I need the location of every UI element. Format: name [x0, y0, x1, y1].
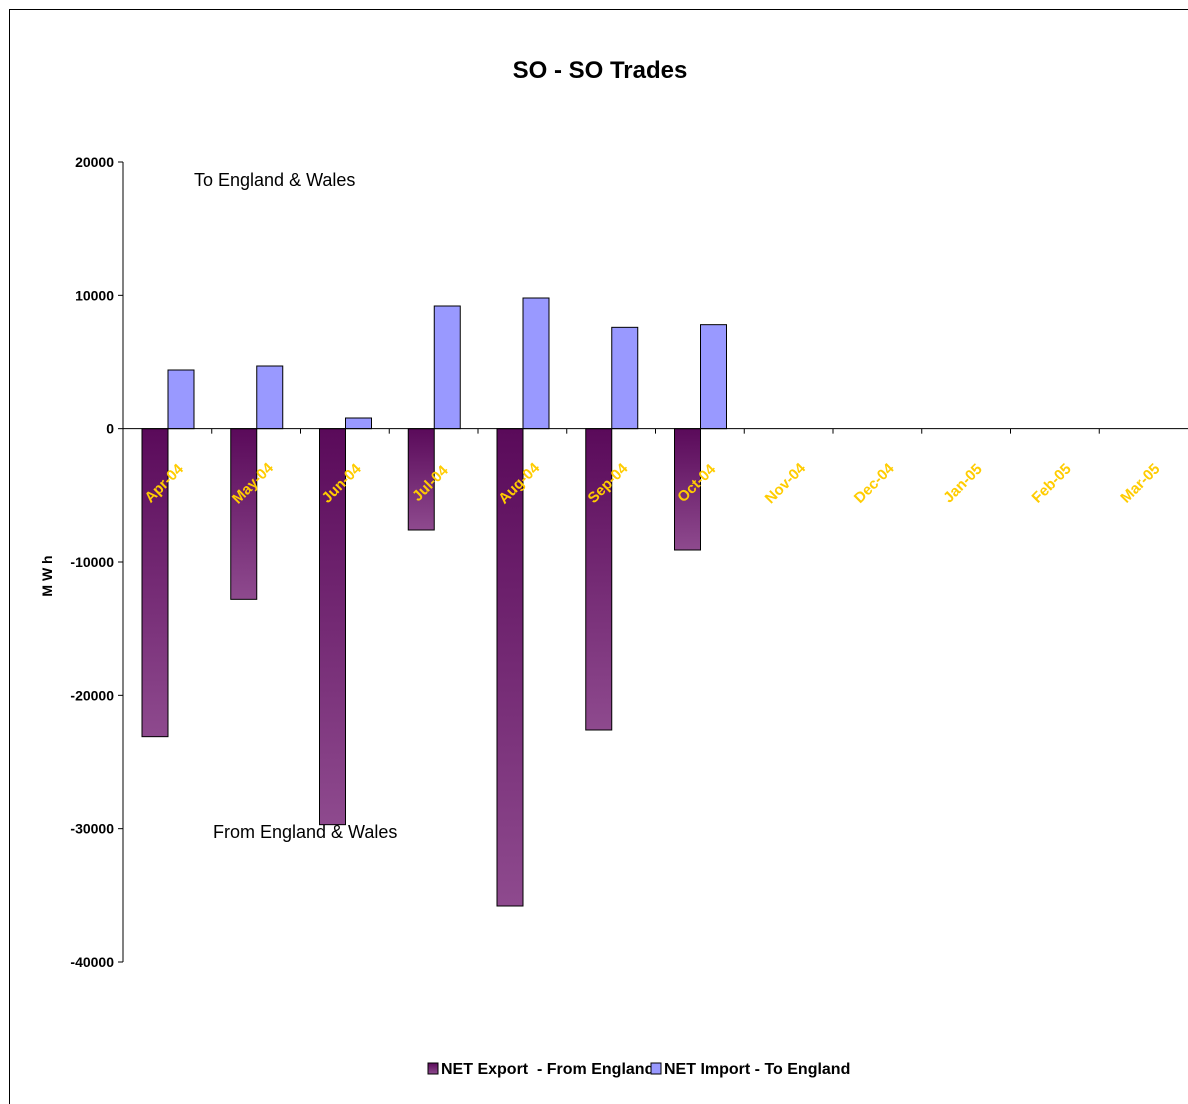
y-tick-label: 0	[106, 421, 114, 437]
chart-frame	[9, 9, 1188, 1104]
chart-title: SO - SO Trades	[513, 57, 688, 84]
y-tick-label: 10000	[75, 287, 114, 303]
bar-import	[345, 417, 372, 430]
bar-export	[407, 428, 435, 531]
legend-label-import: NET Import - To England	[664, 1061, 850, 1078]
x-tick-label: Mar-05	[1117, 460, 1163, 506]
legend-swatch-export	[427, 1062, 439, 1075]
x-tick-label: Dec-04	[851, 460, 898, 507]
y-axis-label: M W h	[39, 555, 55, 596]
bar-export	[585, 428, 613, 731]
bar-export	[230, 428, 258, 600]
bar-import	[433, 305, 461, 430]
x-tick-label: Nov-04	[762, 459, 810, 507]
bar-import	[167, 369, 195, 430]
y-tick-label: -10000	[70, 554, 114, 570]
bar-export	[674, 428, 701, 551]
annotation-to-england: To England & Wales	[194, 170, 355, 190]
legend: NET Export - From England NET Import - T…	[427, 1061, 850, 1078]
bar-export	[319, 428, 346, 826]
legend-swatch-import	[650, 1062, 662, 1075]
bar-export	[496, 428, 524, 907]
bar-import	[256, 365, 284, 430]
x-tick-label: Jan-05	[940, 461, 986, 507]
y-tick-label: -40000	[70, 954, 114, 970]
x-tick-label: Feb-05	[1029, 460, 1075, 506]
y-tick-label: 20000	[75, 154, 114, 170]
bar-import	[522, 297, 550, 430]
y-tick-label: -20000	[70, 687, 114, 703]
annotation-from-england: From England & Wales	[213, 822, 397, 842]
legend-label-export: NET Export - From England	[441, 1061, 654, 1078]
bar-import	[700, 324, 727, 430]
y-tick-label: -30000	[70, 821, 114, 837]
bar-import	[611, 326, 639, 430]
